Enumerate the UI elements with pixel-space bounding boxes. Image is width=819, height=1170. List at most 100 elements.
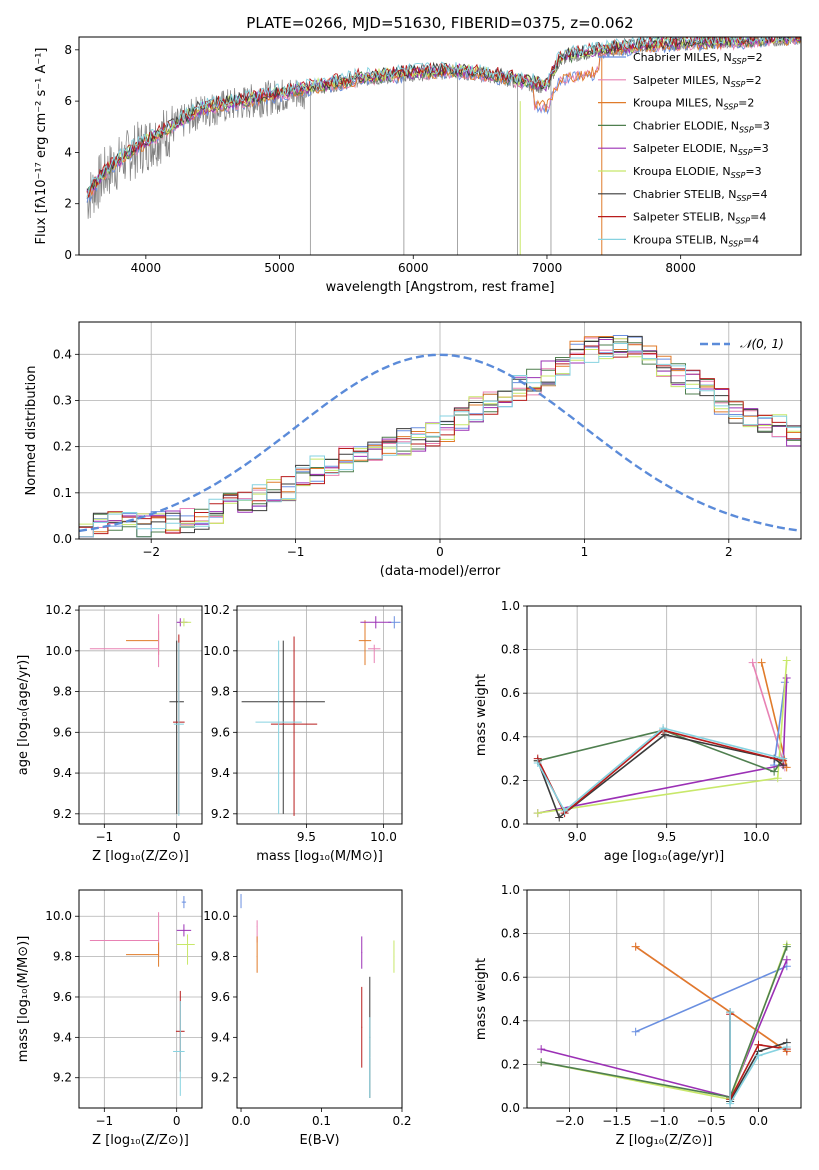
y-tick-label: 10.0 — [45, 644, 72, 658]
y-tick-label: 9.8 — [211, 950, 230, 964]
x-tick-label: 9.0 — [568, 830, 587, 844]
weight-marker — [537, 1058, 546, 1067]
y-tick-label: 0.0 — [53, 532, 72, 546]
weight-series-5 — [537, 729, 784, 773]
weight-marker — [660, 730, 669, 739]
y-tick-label: 2 — [64, 197, 72, 211]
weight-series-8 — [537, 727, 784, 813]
y-tick-label: 0.8 — [501, 643, 520, 657]
x-tick-label: −1 — [95, 1114, 113, 1128]
x-tick-label: 0 — [173, 830, 181, 844]
x-tick-label: 7000 — [532, 261, 563, 275]
x-tick-label: 0.1 — [312, 1114, 331, 1128]
panel-0: 4000 5000 6000 7000 8000 0 2 4 6 8 wavelength [Ang… — [34, 36, 802, 295]
legend-label: Salpeter MILES, NSSP=2 — [633, 74, 762, 89]
weight-marker — [754, 1040, 763, 1049]
y-tick-label: 9.4 — [53, 1030, 72, 1044]
x-tick-label: −1.5 — [602, 1114, 631, 1128]
x-axis-label: (data-model)/error — [380, 564, 501, 579]
weight-marker — [748, 658, 757, 667]
weight-series-2 — [773, 682, 786, 766]
y-tick-label: 0 — [64, 248, 72, 262]
x-tick-label: 0.2 — [392, 1114, 411, 1128]
panel-6: 0.0 0.1 0.2 9.2 9.4 9.6 9.8 10.0 E(B-V) — [203, 889, 412, 1148]
y-tick-label: 0.2 — [501, 1057, 520, 1071]
x-tick-label: 8000 — [665, 261, 696, 275]
y-tick-label: 9.6 — [53, 725, 72, 739]
y-tick-label: 0.1 — [53, 486, 72, 500]
axes-frame — [526, 889, 802, 1109]
x-axis-label: age [log₁₀(age/yr)] — [604, 849, 725, 864]
y-tick-label: 0.0 — [501, 1101, 520, 1115]
x-axis-label: Z [log₁₀(Z/Z⊙)] — [616, 1133, 713, 1148]
x-tick-label: 5000 — [264, 261, 295, 275]
histogram-series-8 — [79, 343, 801, 538]
weight-marker — [631, 942, 640, 951]
x-tick-label: 6000 — [398, 261, 429, 275]
x-axis-label: Z [log₁₀(Z/Z⊙)] — [92, 1133, 189, 1148]
weight-marker — [560, 806, 569, 815]
y-tick-label: 9.2 — [53, 807, 72, 821]
x-tick-label: 0.0 — [231, 1114, 250, 1128]
weight-marker — [773, 774, 782, 783]
panel-5: −1 0 9.2 9.4 9.6 9.8 10.0 Z [log₁₀(Z/Z⊙)] mass [… — [16, 889, 203, 1148]
x-tick-label: −1.0 — [649, 1114, 678, 1128]
y-tick-label: 0.6 — [501, 686, 520, 700]
x-tick-label: −0.5 — [697, 1114, 726, 1128]
weight-marker — [782, 955, 791, 964]
x-tick-label: −1 — [95, 830, 113, 844]
weight-series-2 — [635, 946, 788, 1052]
y-tick-label: 0.2 — [501, 773, 520, 787]
weight-series-1 — [760, 662, 788, 768]
legend-label: Chabrier STELIB, NSSP=4 — [633, 188, 767, 203]
panel-4: 9.0 9.5 10.0 0.0 0.2 0.4 0.6 0.8 1.0 age [log₁₀(a… — [474, 599, 802, 864]
x-tick-label: 0 — [173, 1114, 181, 1128]
weight-marker — [533, 809, 542, 818]
x-tick-label: 0 — [436, 545, 444, 559]
axes-frame — [78, 889, 203, 1109]
y-tick-label: 8 — [64, 43, 72, 57]
y-tick-label: 9.4 — [211, 766, 230, 780]
axes-frame — [78, 605, 203, 825]
x-tick-label: −2 — [142, 545, 160, 559]
x-axis-label: wavelength [Angstrom, rest frame] — [326, 280, 555, 295]
weight-marker — [555, 813, 564, 822]
x-tick-label: 9.5 — [657, 830, 676, 844]
y-tick-label: 0.4 — [53, 347, 72, 361]
model-line-8 — [86, 37, 801, 198]
y-axis-label: mass [log₁₀(M/M⊙)] — [16, 936, 31, 1063]
figure-title: PLATE=0266, MJD=51630, FIBERID=0375, z=0… — [246, 14, 633, 32]
weight-marker — [779, 754, 788, 763]
y-tick-label: 9.2 — [53, 1071, 72, 1085]
legend-label: Kroupa ELODIE, NSSP=3 — [633, 165, 762, 180]
y-tick-label: 10.0 — [203, 644, 230, 658]
y-tick-label: 1.0 — [501, 599, 520, 613]
y-tick-label: 4 — [64, 145, 72, 159]
panel-1: −2 −1 0 1 2 0.0 0.1 0.2 0.3 0.4 (data-model)/error… — [24, 321, 802, 579]
axes-frame — [236, 889, 403, 1109]
weight-marker — [770, 767, 779, 776]
y-axis-label: Flux [fλ10⁻¹⁷ erg cm⁻² s⁻¹ A⁻¹] — [34, 48, 49, 245]
weight-marker — [726, 1008, 735, 1017]
legend-label: Salpeter ELODIE, NSSP=3 — [633, 142, 769, 157]
x-axis-label: mass [log₁₀(M/M⊙)] — [256, 849, 383, 864]
y-tick-label: 6 — [64, 94, 72, 108]
weight-marker — [782, 942, 791, 951]
weight-series-3 — [537, 677, 788, 814]
y-tick-label: 10.2 — [203, 603, 230, 617]
panel-3: 9.5 10.0 9.2 9.4 9.6 9.8 10.0 10.2 mass [log₁₀(M… — [203, 603, 403, 864]
axes-frame — [78, 321, 802, 540]
x-tick-label: −1 — [287, 545, 305, 559]
y-axis-label: mass weight — [474, 674, 489, 756]
y-axis-label: mass weight — [474, 958, 489, 1040]
legend-label: Chabrier ELODIE, NSSP=3 — [633, 119, 770, 134]
y-tick-label: 0.3 — [53, 393, 72, 407]
y-tick-label: 0.4 — [501, 730, 520, 744]
y-tick-label: 0.8 — [501, 927, 520, 941]
y-tick-label: 9.6 — [53, 990, 72, 1004]
axes-frame — [236, 605, 403, 825]
y-tick-label: 0.4 — [501, 1014, 520, 1028]
weight-marker — [782, 656, 791, 665]
y-tick-label: 9.2 — [211, 1071, 230, 1085]
